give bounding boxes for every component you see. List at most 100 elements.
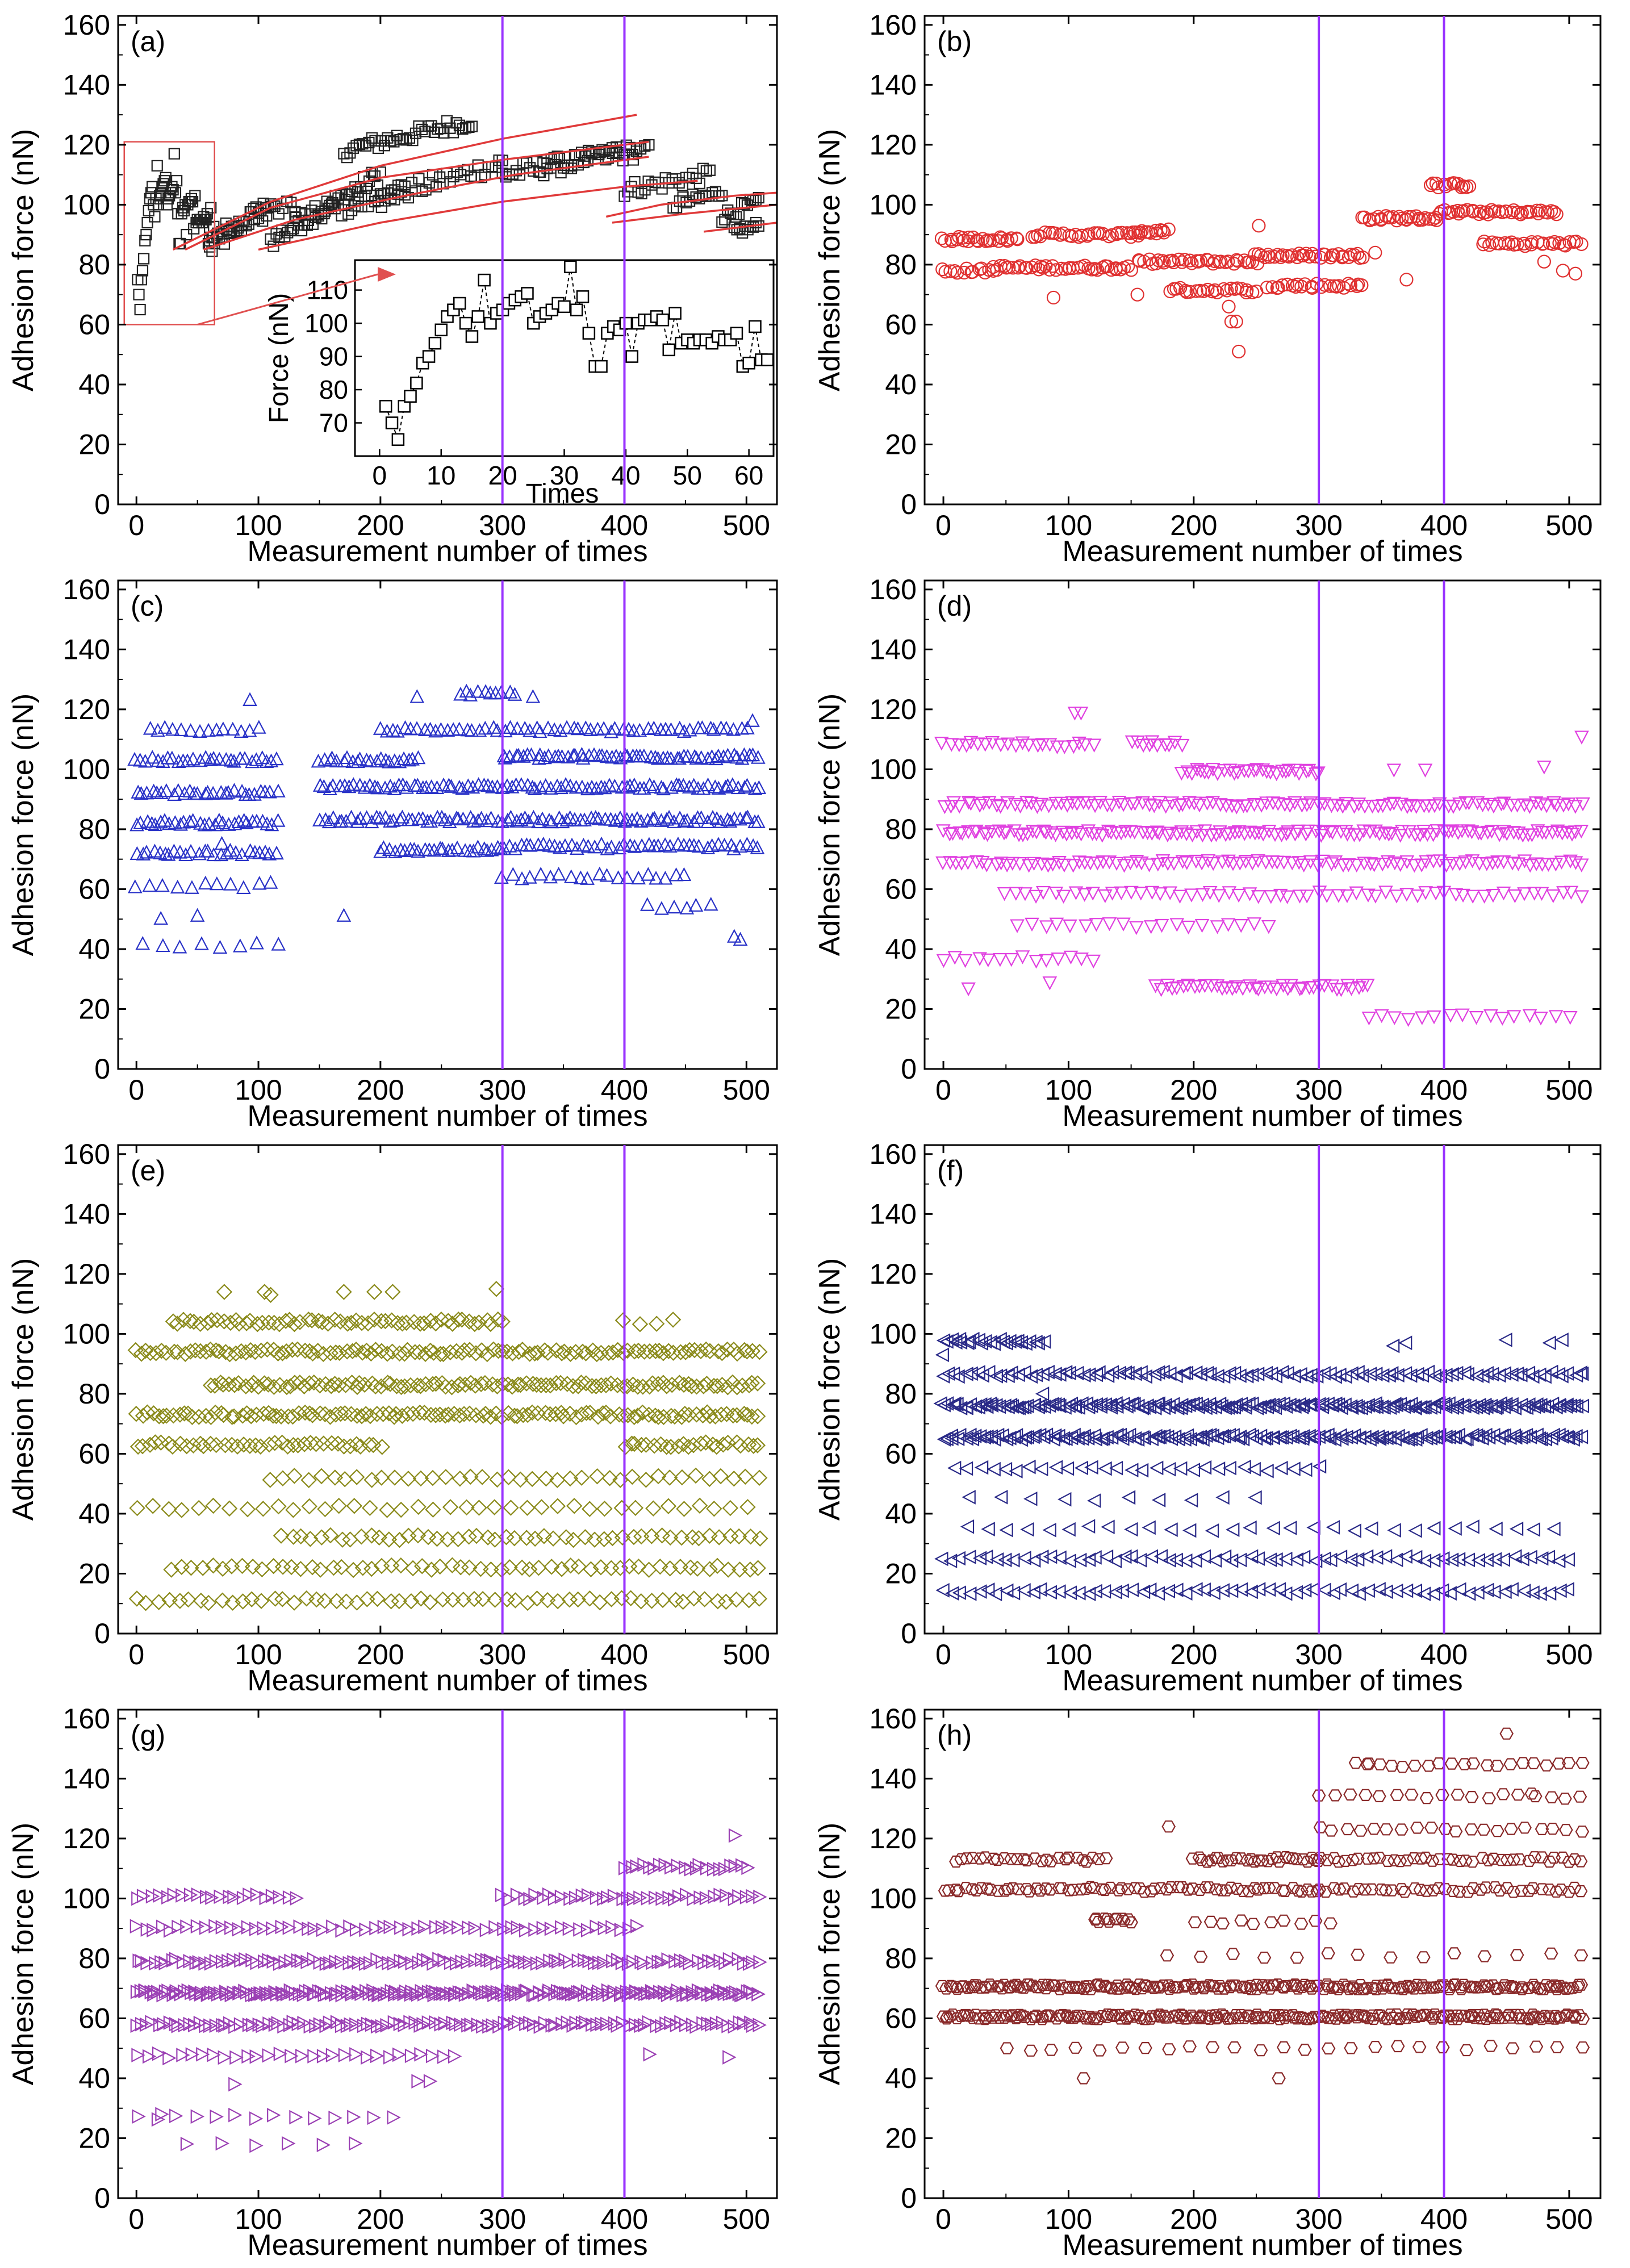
- data-point: [1394, 797, 1409, 812]
- data-point: [563, 1954, 577, 1970]
- data-point: [1079, 1882, 1093, 1895]
- data-point: [483, 1561, 499, 1578]
- data-point: [367, 779, 382, 793]
- data-point: [558, 777, 573, 791]
- data-point: [425, 120, 437, 132]
- data-point: [204, 1985, 218, 2000]
- data-point: [464, 723, 479, 737]
- data-point: [345, 204, 358, 216]
- data-point: [1052, 1550, 1067, 1565]
- x-tick-label: 300: [479, 2203, 526, 2235]
- data-point: [730, 211, 742, 223]
- data-point: [1179, 1365, 1194, 1381]
- data-point: [129, 1500, 145, 1517]
- data-point: [1444, 1552, 1459, 1568]
- data-point: [269, 751, 284, 766]
- data-point: [538, 2015, 552, 2031]
- data-point: [1087, 1428, 1101, 1443]
- x-tick-label: 200: [357, 2203, 404, 2235]
- data-point: [1549, 207, 1564, 222]
- data-point: [1288, 763, 1302, 778]
- data-point: [194, 1987, 208, 2002]
- data-point: [1544, 1791, 1559, 1803]
- data-point: [1035, 1386, 1050, 1401]
- data-point: [456, 1342, 473, 1359]
- data-point: [737, 779, 753, 794]
- data-point: [1274, 1460, 1288, 1476]
- data-point: [717, 1986, 732, 2002]
- data-point: [127, 879, 143, 893]
- data-point: [1215, 1583, 1230, 1598]
- y-tick-label: 120: [63, 1258, 110, 1290]
- inset-data-point: [434, 323, 448, 337]
- data-point: [273, 208, 285, 220]
- plot-frame: [117, 1144, 778, 1635]
- data-point: [286, 2015, 300, 2029]
- data-point: [1561, 1757, 1576, 1769]
- data-point: [666, 814, 682, 828]
- data-point: [1232, 344, 1246, 359]
- x-tick-label: 0: [935, 1639, 951, 1670]
- data-point: [1300, 1883, 1315, 1896]
- data-point: [1361, 1012, 1377, 1026]
- data-point: [268, 1407, 285, 1425]
- data-point: [1124, 1916, 1138, 1929]
- data-point: [1524, 828, 1540, 842]
- data-point: [1030, 739, 1046, 753]
- data-point: [282, 2136, 296, 2151]
- data-point: [535, 811, 550, 826]
- data-point: [1001, 234, 1015, 248]
- data-point: [1263, 1982, 1277, 1995]
- data-point: [1261, 825, 1277, 839]
- data-point: [1486, 1852, 1501, 1865]
- data-point: [165, 721, 180, 736]
- data-point: [959, 1461, 973, 1476]
- data-point: [367, 1342, 384, 1358]
- data-point: [198, 875, 213, 889]
- x-tick-label: 300: [479, 509, 526, 541]
- data-point: [1175, 1881, 1189, 1894]
- data-point: [151, 753, 166, 767]
- data-point: [200, 1594, 217, 1611]
- data-point: [559, 720, 574, 734]
- data-point: [1573, 1365, 1587, 1380]
- data-point: [254, 1314, 271, 1331]
- y-tick-label: 120: [63, 1823, 110, 1855]
- data-point: [706, 1501, 722, 1517]
- data-point: [486, 1499, 503, 1515]
- y-tick-label: 0: [94, 2182, 110, 2214]
- data-point: [175, 1888, 190, 1903]
- data-point: [638, 1986, 653, 2002]
- x-tick-label: 100: [1045, 509, 1092, 541]
- data-point: [559, 812, 574, 827]
- data-point: [946, 796, 961, 811]
- data-point: [703, 720, 718, 735]
- data-point: [239, 1501, 256, 1518]
- data-point: [566, 2018, 580, 2033]
- data-point: [155, 2107, 169, 2122]
- data-point: [1033, 1885, 1048, 1897]
- data-point: [1387, 856, 1402, 871]
- plot-frame: [923, 579, 1602, 1070]
- data-point: [636, 1343, 653, 1360]
- data-point: [630, 145, 643, 157]
- data-point: [1522, 1009, 1537, 1024]
- data-point: [1252, 219, 1266, 233]
- data-point: [467, 1345, 484, 1361]
- data-point: [145, 1889, 160, 1904]
- data-point: [1267, 1979, 1281, 1991]
- data-point: [429, 1530, 445, 1547]
- data-point: [165, 1313, 182, 1330]
- data-point: [1247, 917, 1262, 932]
- data-point: [942, 828, 958, 842]
- data-point: [138, 253, 150, 265]
- data-point: [637, 748, 651, 763]
- data-point: [741, 1984, 755, 1999]
- data-point: [627, 1500, 644, 1517]
- data-point: [474, 1591, 491, 1607]
- data-point: [327, 1469, 344, 1486]
- data-point: [549, 159, 561, 171]
- data-point: [1063, 950, 1079, 965]
- data-point: [1189, 1396, 1203, 1411]
- data-point: [1009, 739, 1023, 753]
